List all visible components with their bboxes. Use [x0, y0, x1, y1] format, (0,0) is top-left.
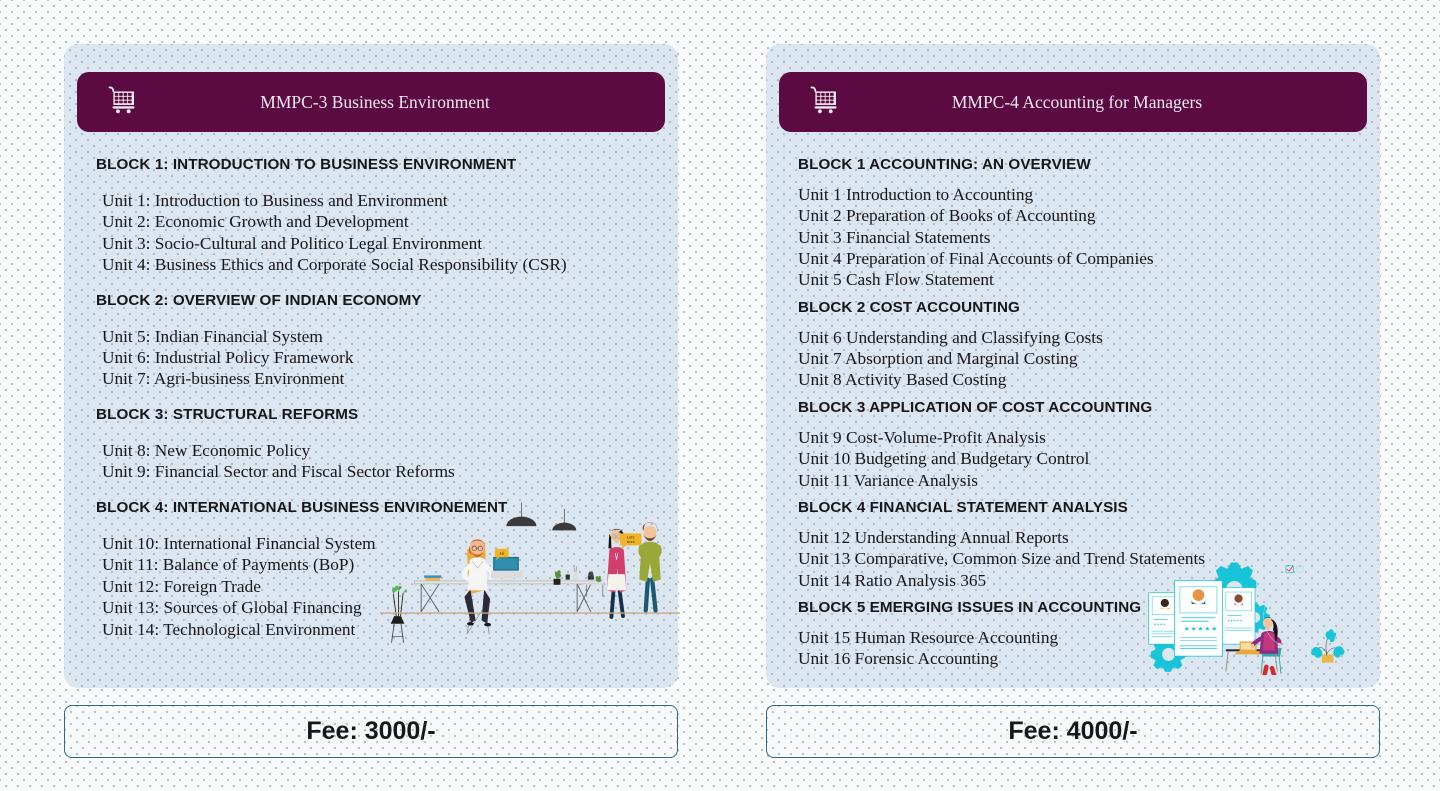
svg-text:Let's: Let's [627, 536, 635, 540]
svg-text:Hi: Hi [500, 551, 504, 556]
svg-text:work: work [627, 540, 635, 544]
